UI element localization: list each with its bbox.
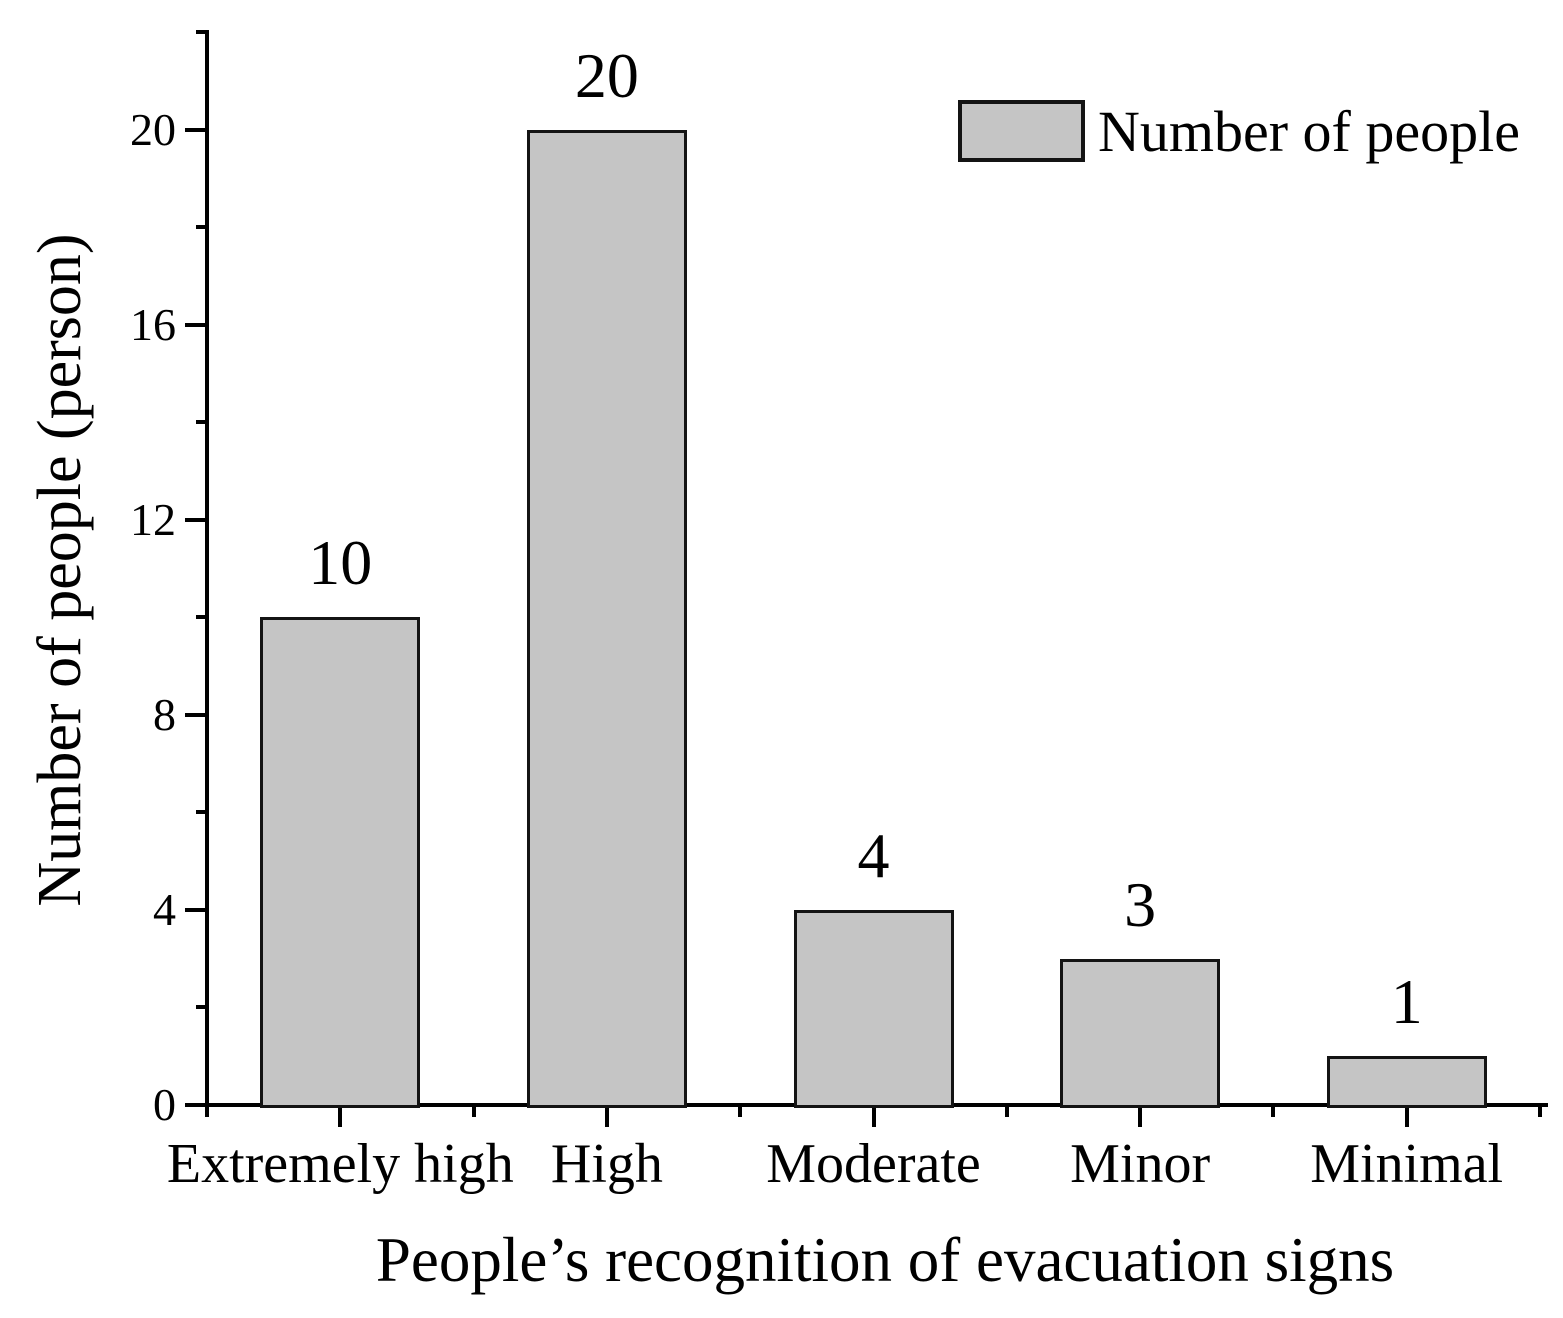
bar-minimal — [1326, 1056, 1487, 1108]
legend-swatch-icon — [958, 100, 1085, 162]
x-minor-tick — [1004, 1107, 1009, 1117]
y-tick-label: 12 — [130, 493, 176, 545]
y-minor-tick — [196, 615, 207, 620]
bar-moderate — [793, 909, 954, 1108]
x-major-tick — [1138, 1107, 1143, 1127]
y-minor-tick — [196, 30, 207, 34]
x-minor-tick — [471, 1107, 476, 1117]
y-major-tick — [185, 907, 207, 912]
x-major-tick — [871, 1107, 876, 1127]
x-minor-tick — [205, 1107, 209, 1117]
bar-value-label: 4 — [857, 819, 890, 891]
y-minor-tick — [196, 810, 207, 815]
x-minor-tick — [1271, 1107, 1276, 1117]
x-tick-label: Minimal — [1310, 1133, 1504, 1195]
y-minor-tick — [196, 1005, 207, 1010]
y-major-tick — [185, 127, 207, 132]
x-tick-label: Moderate — [766, 1133, 981, 1195]
x-minor-tick — [738, 1107, 743, 1117]
bar-minor — [1060, 958, 1221, 1108]
x-tick-label: Minor — [1070, 1133, 1211, 1195]
bar-high — [526, 129, 687, 1108]
bar-value-label: 3 — [1124, 868, 1157, 940]
y-major-tick — [185, 517, 207, 522]
y-tick-label: 20 — [130, 103, 176, 155]
y-tick-label: 8 — [153, 688, 176, 740]
x-major-tick — [604, 1107, 609, 1127]
y-major-tick — [185, 322, 207, 327]
y-tick-label: 0 — [153, 1079, 176, 1130]
x-major-tick — [338, 1107, 343, 1127]
bar-value-label: 10 — [308, 527, 373, 599]
y-axis-title: Number of people (person) — [26, 233, 94, 907]
y-minor-tick — [196, 225, 207, 230]
bar-extremely-high — [260, 617, 421, 1108]
bar-value-label: 20 — [574, 39, 639, 111]
x-major-tick — [1404, 1107, 1409, 1127]
y-tick-label: 4 — [153, 883, 176, 935]
x-tick-label: High — [550, 1133, 663, 1195]
bar-value-label: 1 — [1390, 966, 1423, 1038]
y-major-tick — [185, 1103, 207, 1107]
y-major-tick — [185, 712, 207, 717]
y-axis-line — [205, 30, 209, 1107]
x-minor-tick — [1538, 1107, 1542, 1117]
y-minor-tick — [196, 420, 207, 425]
x-axis-title: People’s recognition of evacuation signs — [375, 1225, 1395, 1295]
legend-label: Number of people — [1098, 99, 1520, 164]
y-tick-label: 16 — [130, 298, 176, 350]
x-tick-label: Extremely high — [166, 1133, 514, 1195]
